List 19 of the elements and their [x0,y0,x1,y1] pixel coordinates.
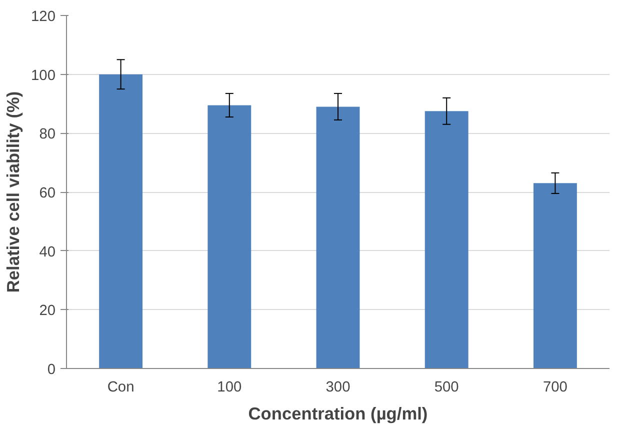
x-axis-title: Concentration (µg/ml) [248,404,428,424]
y-tick-label: 80 [39,126,56,143]
bar [99,74,143,368]
bar [208,105,252,368]
y-tick-label: 40 [39,244,56,260]
x-tick-label: 300 [326,380,350,396]
y-axis-title: Relative cell viability (%) [3,91,24,293]
x-tick-label: 500 [434,380,459,396]
y-tick-label: 120 [31,9,56,25]
y-tick-label: 0 [47,362,56,378]
y-tick-label: 60 [39,186,56,202]
bar [424,111,468,368]
x-tick-label: Con [107,380,134,396]
bar [316,106,360,368]
x-tick-label: 700 [542,380,568,396]
bar [533,183,577,368]
x-tick-label: 100 [217,380,242,396]
y-tick-label: 20 [39,303,56,320]
y-tick-label: 100 [31,68,56,84]
